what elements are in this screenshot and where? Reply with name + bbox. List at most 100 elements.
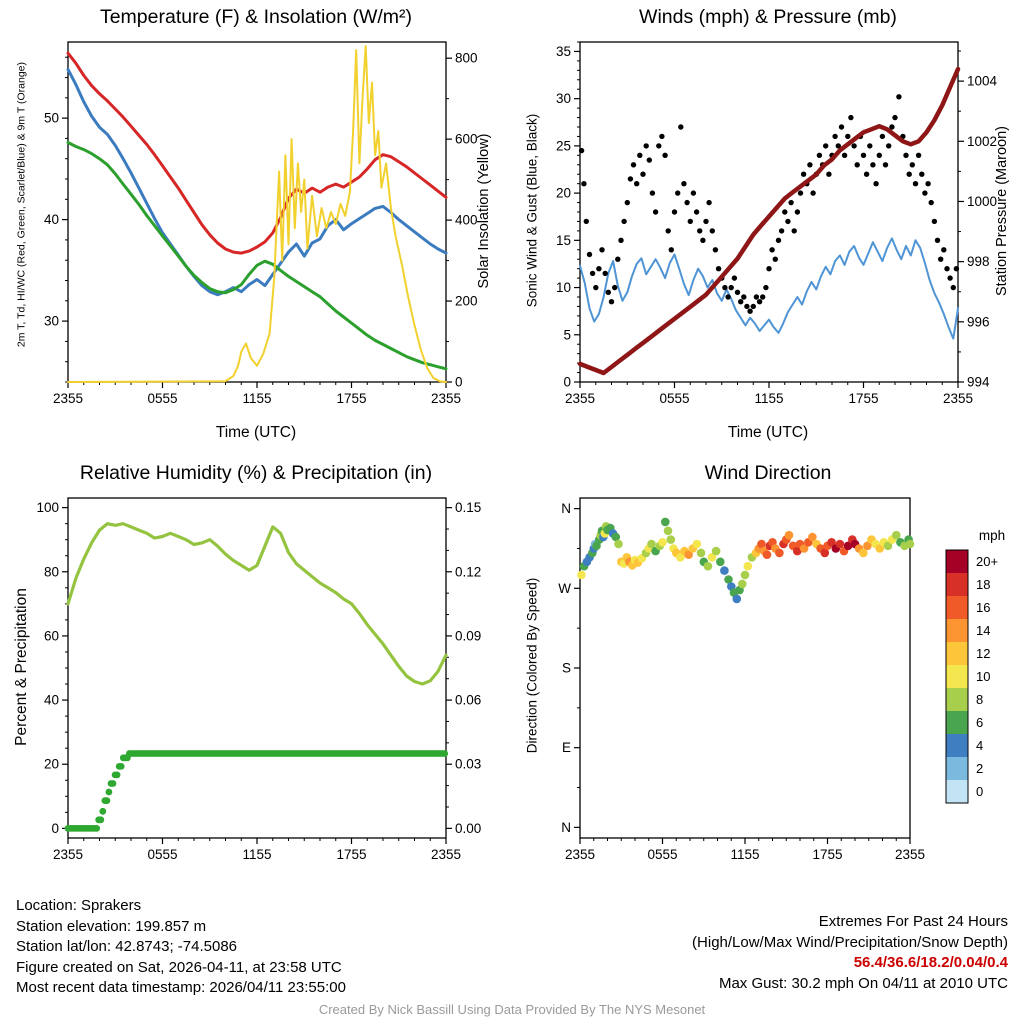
svg-text:800: 800 <box>455 51 478 66</box>
chart-title-wind-direction: Wind Direction <box>704 462 832 484</box>
svg-text:40: 40 <box>44 212 59 227</box>
extremes-values: 56.4/36.6/18.2/0.04/0.4 <box>853 954 1008 971</box>
y-axis-right-ticks: 994 996 998 1000 1002 1004 <box>958 50 998 390</box>
svg-text:0.06: 0.06 <box>455 693 481 708</box>
series-wind-direction <box>577 517 915 604</box>
panel-temperature-insolation: Temperature (F) & Insolation (W/m²) 2355… <box>6 6 506 442</box>
svg-text:2355: 2355 <box>565 391 595 406</box>
x-axis-ticks: 2355 0555 1155 1755 2355 <box>53 382 461 406</box>
info-line-created: Figure created on Sat, 2026-04-11, at 23… <box>16 958 342 976</box>
svg-text:100: 100 <box>36 500 59 515</box>
y-axis-left-ticks: 0 5 10 15 20 25 30 35 <box>556 41 580 390</box>
y-axis-right-ticks: 0.00 0.03 0.06 0.09 0.12 0.15 <box>446 500 481 836</box>
svg-text:994: 994 <box>967 375 990 390</box>
credit-line: Created By Nick Bassill Using Data Provi… <box>318 1002 706 1017</box>
svg-text:2: 2 <box>976 761 983 776</box>
svg-text:20: 20 <box>44 757 59 772</box>
chart-title-temperature-insolation: Temperature (F) & Insolation (W/m²) <box>99 6 413 28</box>
station-info: Location: Sprakers Station elevation: 19… <box>16 896 346 999</box>
svg-text:2355: 2355 <box>53 391 83 406</box>
svg-text:0: 0 <box>455 375 463 390</box>
svg-text:1000: 1000 <box>967 194 997 209</box>
y-axis-left-ticks: 30 40 50 <box>44 56 68 383</box>
series-station-pressure <box>577 66 961 376</box>
series-solar-insolation <box>67 45 447 383</box>
svg-text:400: 400 <box>455 213 478 228</box>
svg-text:0555: 0555 <box>647 847 677 862</box>
svg-text:0555: 0555 <box>147 847 177 862</box>
svg-text:25: 25 <box>556 138 571 153</box>
series-wind-chill-heat-index <box>66 67 448 297</box>
svg-text:1755: 1755 <box>812 847 842 862</box>
svg-text:12: 12 <box>976 646 990 661</box>
series-sonic-wind <box>579 237 959 340</box>
svg-text:1155: 1155 <box>754 391 783 406</box>
panel-wind-direction: Wind Direction 2355 0555 1155 1755 2355 N W S E N… <box>518 462 1018 880</box>
svg-text:1002: 1002 <box>967 134 997 149</box>
svg-text:18: 18 <box>976 577 990 592</box>
series-gust <box>578 94 960 314</box>
series-2m-temperature <box>66 51 448 255</box>
svg-text:20: 20 <box>556 186 571 201</box>
y-axis-label-insolation: Solar Insolation (Yellow) <box>476 133 492 289</box>
colorbar-title: mph <box>979 528 1005 543</box>
svg-text:0: 0 <box>563 375 571 390</box>
y-axis-right-ticks: 0 200 400 600 800 <box>446 51 478 390</box>
svg-text:0.12: 0.12 <box>455 564 481 579</box>
svg-text:50: 50 <box>44 111 59 126</box>
x-axis-ticks: 2355 0555 1155 1755 2355 <box>565 838 925 862</box>
svg-text:16: 16 <box>976 600 990 615</box>
chart-title-humidity-precipitation: Relative Humidity (%) & Precipitation (i… <box>79 462 433 484</box>
y-axis-label-pressure: Station Pressure (Maroon) <box>994 125 1010 297</box>
svg-text:0.00: 0.00 <box>455 821 481 836</box>
info-line-latlon: Station lat/lon: 42.8743; -74.5086 <box>16 938 238 955</box>
svg-text:0555: 0555 <box>147 391 177 406</box>
svg-text:10: 10 <box>976 669 990 684</box>
info-line-elevation: Station elevation: 199.857 m <box>16 917 207 935</box>
series-precipitation <box>64 750 449 832</box>
extremes-title: Extremes For Past 24 Hours <box>818 913 1008 930</box>
plot-frame <box>579 41 959 383</box>
svg-text:E: E <box>562 740 571 755</box>
svg-text:5: 5 <box>563 327 571 342</box>
svg-text:10: 10 <box>556 280 571 295</box>
x-axis-ticks: 2355 0555 1155 1755 2355 <box>565 382 973 406</box>
svg-text:0.09: 0.09 <box>455 628 481 643</box>
svg-text:N: N <box>561 501 571 516</box>
svg-text:20+: 20+ <box>976 554 998 569</box>
x-axis-label-time-utc: Time (UTC) <box>215 424 297 441</box>
svg-text:0: 0 <box>51 821 59 836</box>
svg-text:996: 996 <box>967 314 990 329</box>
svg-text:30: 30 <box>556 91 571 106</box>
x-axis-label-time-utc: Time (UTC) <box>727 424 809 441</box>
svg-text:2355: 2355 <box>53 847 83 862</box>
svg-text:200: 200 <box>455 294 478 309</box>
extremes-subtitle: (High/Low/Max Wind/Precipitation/Snow De… <box>692 933 1008 951</box>
plot-frame <box>67 497 447 839</box>
svg-text:1155: 1155 <box>730 847 759 862</box>
info-line-timestamp: Most recent data timestamp: 2026/04/11 2… <box>16 979 346 996</box>
svg-text:0.15: 0.15 <box>455 500 481 515</box>
svg-text:2355: 2355 <box>895 847 925 862</box>
svg-text:14: 14 <box>976 623 990 638</box>
y-axis-label-percent-precip: Percent & Precipitation <box>13 588 30 746</box>
panel-winds-pressure: Winds (mph) & Pressure (mb) 2355 0555 1155… <box>518 6 1018 442</box>
series-dewpoint <box>66 141 448 371</box>
svg-text:S: S <box>562 661 571 676</box>
temperature-insolation-chart: 2355 0555 1155 1755 2355 30 40 50 0 200 400 600 800 <box>44 41 478 406</box>
svg-text:1155: 1155 <box>242 847 271 862</box>
max-gust-line: Max Gust: 30.2 mph On 04/11 at 2010 UTC <box>718 974 1008 992</box>
svg-text:8: 8 <box>976 692 983 707</box>
svg-text:W: W <box>558 581 571 596</box>
svg-text:0: 0 <box>976 784 983 799</box>
svg-text:6: 6 <box>976 715 983 730</box>
colorbar: mph 20+ 18 16 14 12 10 8 6 4 2 0 <box>945 528 1005 804</box>
svg-text:30: 30 <box>44 314 59 329</box>
svg-text:0.03: 0.03 <box>455 757 481 772</box>
svg-text:1004: 1004 <box>967 74 998 89</box>
svg-text:2355: 2355 <box>431 391 461 406</box>
svg-text:600: 600 <box>455 132 478 147</box>
svg-text:1755: 1755 <box>336 391 366 406</box>
svg-text:2355: 2355 <box>431 847 461 862</box>
